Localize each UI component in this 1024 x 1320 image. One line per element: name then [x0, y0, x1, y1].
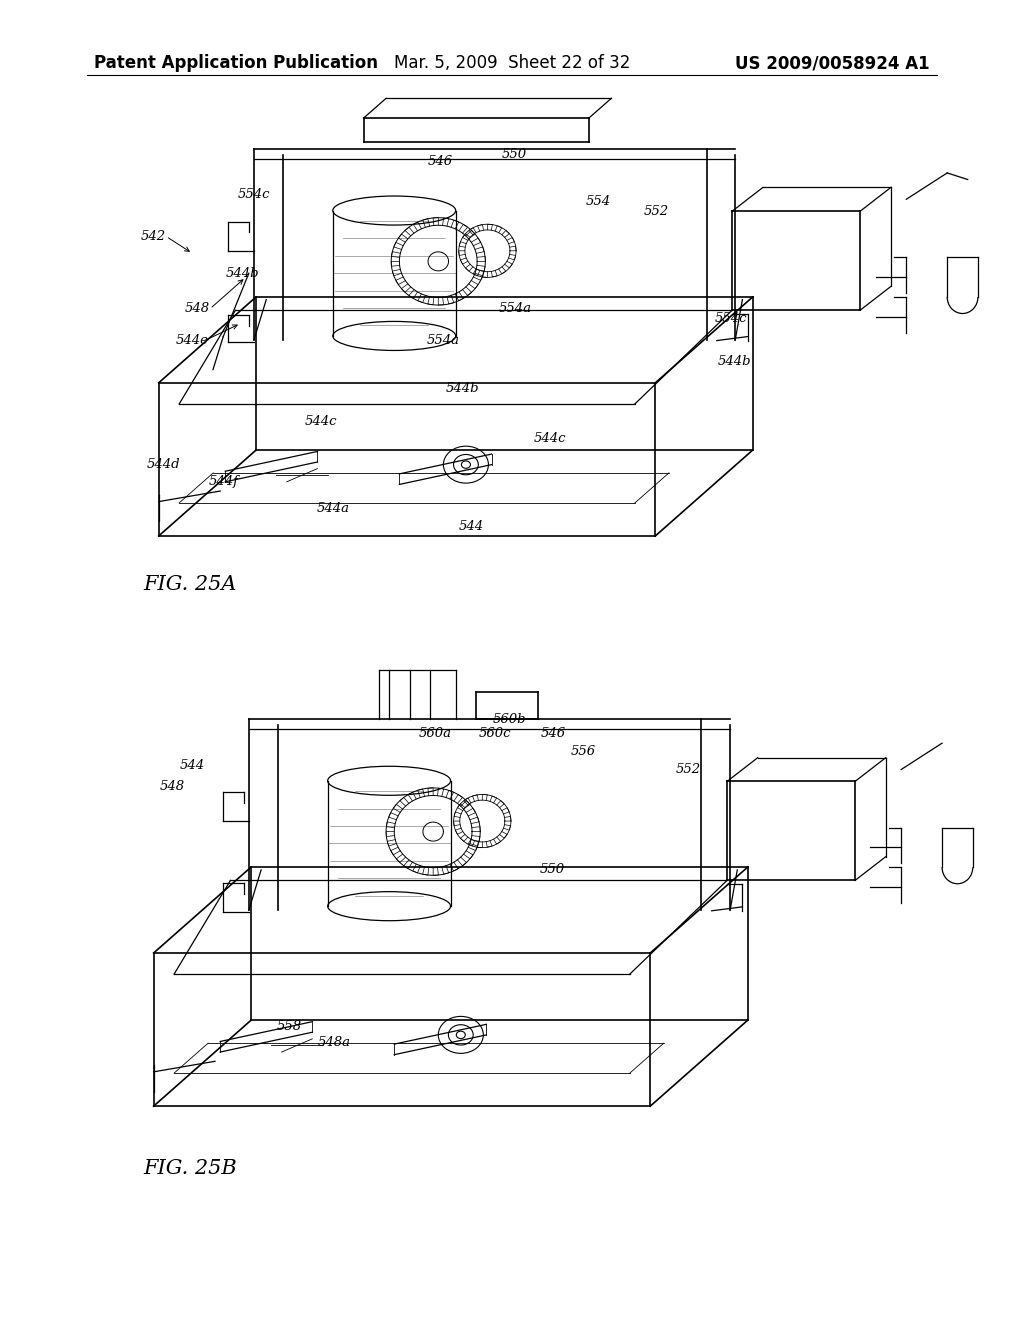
Text: US 2009/0058924 A1: US 2009/0058924 A1 [735, 54, 930, 73]
Text: FIG. 25A: FIG. 25A [143, 576, 237, 594]
Text: 554c: 554c [238, 187, 270, 201]
Text: 544f: 544f [208, 475, 239, 488]
Text: 544: 544 [459, 520, 483, 533]
Text: 556: 556 [571, 744, 596, 758]
Text: 548a: 548a [317, 1036, 350, 1049]
Text: 544b: 544b [446, 381, 479, 395]
Text: 544c: 544c [304, 414, 337, 428]
Text: FIG. 25B: FIG. 25B [143, 1159, 238, 1177]
Text: 560c: 560c [478, 727, 511, 741]
Text: 558: 558 [276, 1020, 301, 1034]
Text: 544: 544 [180, 759, 205, 772]
Text: 560b: 560b [494, 713, 526, 726]
Text: 560a: 560a [419, 727, 452, 741]
Text: Patent Application Publication: Patent Application Publication [94, 54, 378, 73]
Text: 554a: 554a [427, 334, 460, 347]
Text: 554a: 554a [499, 302, 531, 315]
Text: 544b: 544b [226, 267, 259, 280]
Text: 554c: 554c [715, 312, 748, 325]
Text: 554: 554 [586, 195, 610, 209]
Text: 550: 550 [502, 148, 526, 161]
Text: 546: 546 [541, 727, 565, 741]
Text: 552: 552 [644, 205, 669, 218]
Text: 546: 546 [428, 154, 453, 168]
Text: 544c: 544c [534, 432, 566, 445]
Text: 552: 552 [676, 763, 700, 776]
Text: 548: 548 [185, 302, 210, 315]
Text: 542: 542 [141, 230, 166, 243]
Text: 548: 548 [160, 780, 184, 793]
Text: 544b: 544b [718, 355, 751, 368]
Text: 544e: 544e [176, 334, 209, 347]
Text: 544a: 544a [316, 502, 349, 515]
Text: 550: 550 [540, 863, 564, 876]
Text: 544d: 544d [147, 458, 180, 471]
Text: Mar. 5, 2009  Sheet 22 of 32: Mar. 5, 2009 Sheet 22 of 32 [394, 54, 630, 73]
